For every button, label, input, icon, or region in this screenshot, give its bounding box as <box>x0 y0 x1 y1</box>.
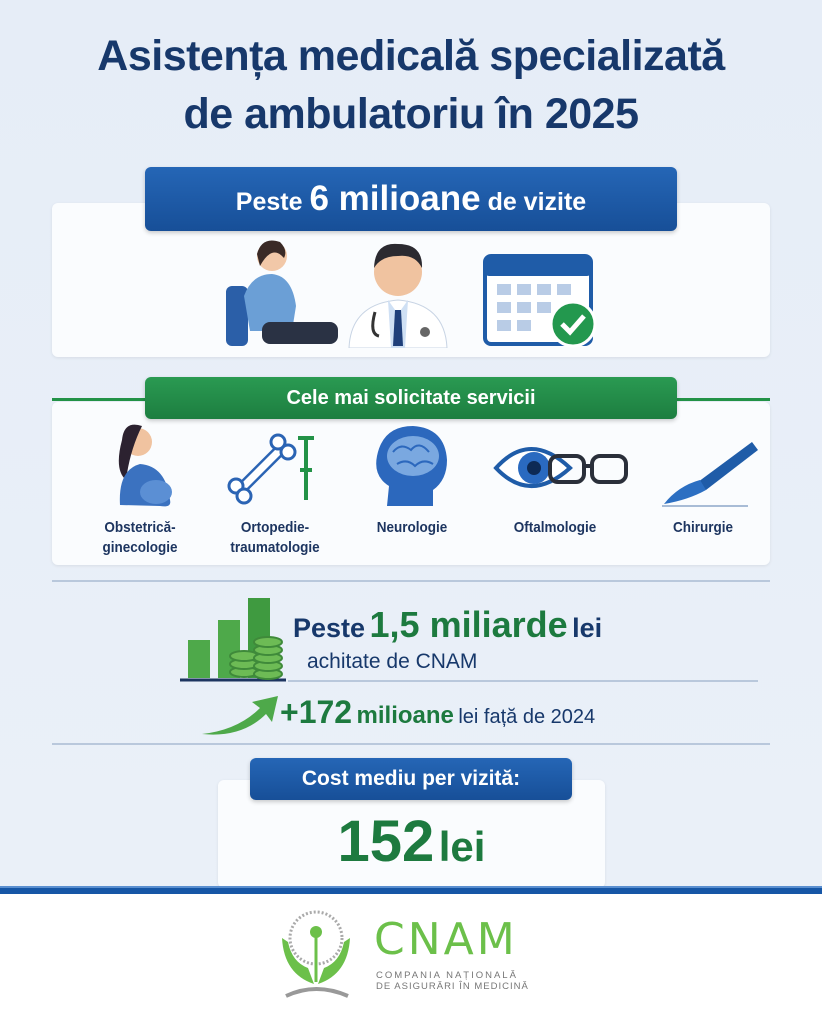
increase-line: +172 milioane lei față de 2024 <box>280 694 595 731</box>
pregnant-woman-icon <box>118 424 172 507</box>
service-label: Obstetrică- <box>104 519 176 536</box>
visits-prefix: Peste <box>235 188 303 216</box>
cnam-logo: CNAM COMPANIA NAȚIONALĂ DE ASIGURĂRI ÎN … <box>278 908 548 998</box>
cost-unit: lei <box>438 823 486 870</box>
footer-bar <box>0 886 822 894</box>
funding-divider <box>288 680 758 682</box>
bar-chart-coins-icon <box>180 598 286 682</box>
eye-glasses-icon <box>493 447 628 488</box>
service-obstetrics: Obstetrică-ginecologie <box>75 420 205 558</box>
calendar-check-icon <box>483 254 597 348</box>
bone-crutch-icon <box>227 433 314 505</box>
brain-head-icon <box>376 426 447 506</box>
increase-suffix: lei față de 2024 <box>458 706 596 728</box>
cnam-fullname-line1: COMPANIA NAȚIONALĂ <box>376 970 518 981</box>
funding-unit: lei <box>572 613 603 643</box>
visits-number: 6 milioane <box>309 179 481 218</box>
service-ophthalmology: Oftalmologie <box>490 420 628 538</box>
visits-suffix: de vizite <box>487 188 587 216</box>
service-label: Oftalmologie <box>513 519 597 536</box>
patient-icon <box>226 240 338 346</box>
increase-amount: +172 <box>280 694 353 730</box>
cnam-emblem-icon <box>282 910 350 998</box>
service-label: Chirurgie <box>672 519 734 536</box>
funding-amount: 1,5 miliarde <box>369 604 568 645</box>
service-surgery: Chirurgie <box>638 420 768 538</box>
cost-number: 152 <box>337 809 435 874</box>
service-label: Ortopedie- <box>240 519 310 536</box>
growth-arrow-icon <box>202 696 278 735</box>
cnam-fullname: COMPANIA NAȚIONALĂ DE ASIGURĂRI ÎN MEDIC… <box>376 970 529 992</box>
funding-subtitle: achitate de CNAM <box>307 650 478 673</box>
section-divider <box>52 580 770 582</box>
service-label: traumatologie <box>230 539 320 556</box>
cnam-fullname-line2: DE ASIGURĂRI ÎN MEDICINĂ <box>376 981 529 992</box>
doctor-icon <box>348 243 448 348</box>
increase-unit: milioane <box>356 702 454 729</box>
services-banner: Cele mai solicitate servicii <box>145 377 677 419</box>
service-orthopedics: Ortopedie-traumatologie <box>210 420 340 558</box>
title-line-1: Asistența medicală specializată <box>97 32 725 80</box>
funding-headline: Peste 1,5 miliarde lei <box>293 604 602 646</box>
service-label: ginecologie <box>102 539 178 556</box>
service-label: Neurologie <box>376 519 448 536</box>
visits-banner: Peste 6 milioane de vizite <box>145 167 677 231</box>
cnam-wordmark: CNAM <box>374 914 518 965</box>
scalpel-icon <box>662 442 758 507</box>
service-neurology: Neurologie <box>347 420 477 538</box>
cost-banner: Cost mediu per vizită: <box>250 758 572 800</box>
cost-value: 152 lei <box>218 808 605 875</box>
title-line-2: de ambulatoriu în 2025 <box>183 90 639 138</box>
section-divider <box>52 743 770 745</box>
funding-prefix: Peste <box>293 613 366 643</box>
